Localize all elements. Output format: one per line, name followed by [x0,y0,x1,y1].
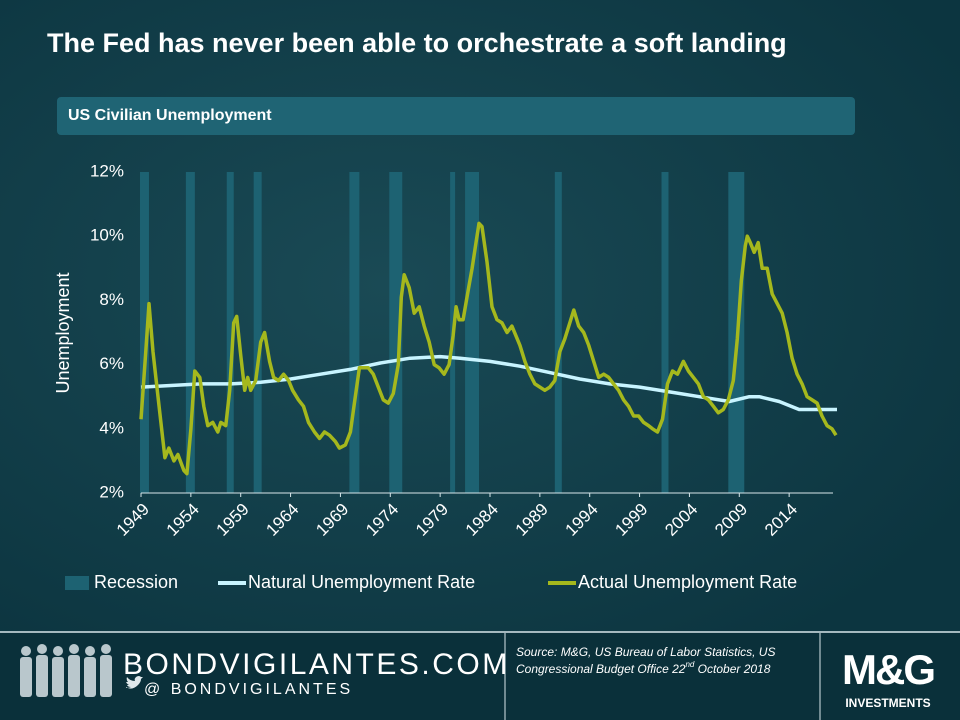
y-tick-label: 10% [90,226,124,245]
recession-bar [554,172,562,493]
recession-bar [140,172,149,493]
twitter-icon [126,676,143,689]
source-note: Congressional Budget Office 22nd October… [516,660,771,676]
site-name: BONDVIGILANTES.COM [123,648,510,681]
legend-label: Recession [94,572,178,592]
y-tick-label: 4% [99,418,124,437]
recession-bar [349,172,360,493]
chart-title: The Fed has never been able to orchestra… [47,28,787,58]
recession-bar [389,172,403,493]
source-note: Source: M&G, US Bureau of Labor Statisti… [516,645,775,659]
recession-bar [253,172,262,493]
recession-bar [465,172,480,493]
logo-text: M&G [842,646,934,693]
y-tick-label: 8% [99,290,124,309]
series-line [140,354,837,412]
footer-band [0,632,960,720]
source-sup: nd [685,660,694,669]
legend-swatch [65,576,89,590]
series-line [139,221,838,476]
y-tick-label: 12% [90,161,124,180]
recession-bar [185,172,195,493]
y-tick-label: 6% [99,354,124,373]
recession-bar [661,172,669,493]
y-axis-label: Unemployment [53,272,73,393]
logo-subtext: INVESTMENTS [845,696,930,710]
twitter-handle: @ BONDVIGILANTES [144,681,353,698]
source-text: Congressional Budget Office 22 [516,662,686,676]
subtitle-bar [57,97,855,135]
logo-people [20,644,112,697]
legend-label: Natural Unemployment Rate [248,572,475,592]
chart-subtitle: US Civilian Unemployment [68,107,272,124]
recession-bar [226,172,234,493]
legend-label: Actual Unemployment Rate [578,572,797,592]
y-tick-label: 2% [99,482,124,501]
source-text: October 2018 [694,662,770,676]
